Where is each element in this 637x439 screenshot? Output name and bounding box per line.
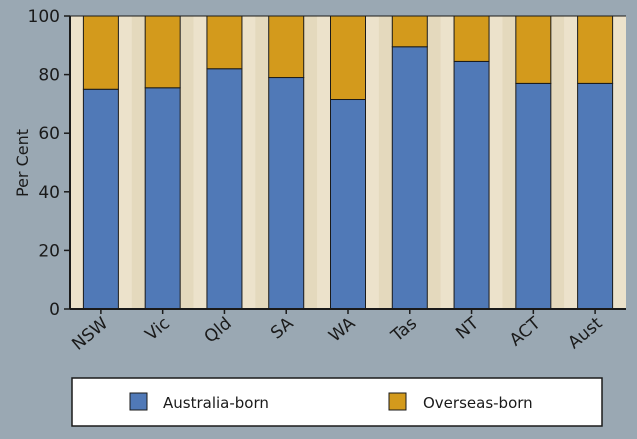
bar-sa-overseas-born [268,15,305,79]
bar-qld-australia-born [206,68,243,310]
x-tick-label: Aust [564,313,606,353]
y-tick-label: 0 [49,300,60,320]
bar-nt-overseas-born [453,15,490,62]
x-tick-labels: NSW Vic Qld SA WA Tas NT ACT Aust [68,309,607,355]
y-tick-label: 40 [38,183,60,203]
bar-wa-australia-born [330,99,366,310]
y-tick-label: 100 [28,7,60,27]
x-tick-label: Tas [387,313,421,346]
x-tick-label: WA [325,313,359,346]
legend-swatch-overseas-born [388,392,407,411]
bar-nsw-australia-born [82,88,119,310]
bar-qld-overseas-born [206,15,243,70]
bar-nt-australia-born [453,60,490,310]
x-tick-label: Vic [142,314,174,346]
bar-vic-overseas-born [144,15,181,89]
legend-label-overseas-born: Overseas-born [423,394,533,412]
bar-act-australia-born [515,82,552,310]
x-tick-label: SA [267,313,298,343]
y-axis-title: Per Cent [13,129,32,197]
bar-aust-australia-born [577,82,614,310]
bar-vic-australia-born [144,87,181,310]
legend-label-australia-born: Australia-born [163,394,269,412]
bar-group [82,15,614,310]
bar-sa-australia-born [268,77,305,310]
y-ticks: 0 20 40 60 80 100 [28,7,70,320]
bar-wa-overseas-born [330,15,366,101]
bar-tas-overseas-born [391,15,428,48]
bar-act-overseas-born [515,15,552,84]
x-tick-label: NSW [68,313,112,354]
x-tick-label: Qld [201,314,236,348]
y-tick-label: 80 [38,66,60,86]
legend-box [71,377,603,427]
x-tick-label: NT [452,313,483,344]
bar-tas-australia-born [391,46,428,310]
bar-nsw-overseas-born [82,15,119,90]
legend-swatch-australia-born [129,392,148,411]
y-tick-label: 60 [38,124,60,144]
y-tick-label: 20 [38,241,60,261]
bar-aust-overseas-born [577,15,614,84]
x-tick-label: ACT [506,313,545,350]
legend: Australia-born Overseas-born [71,377,603,427]
